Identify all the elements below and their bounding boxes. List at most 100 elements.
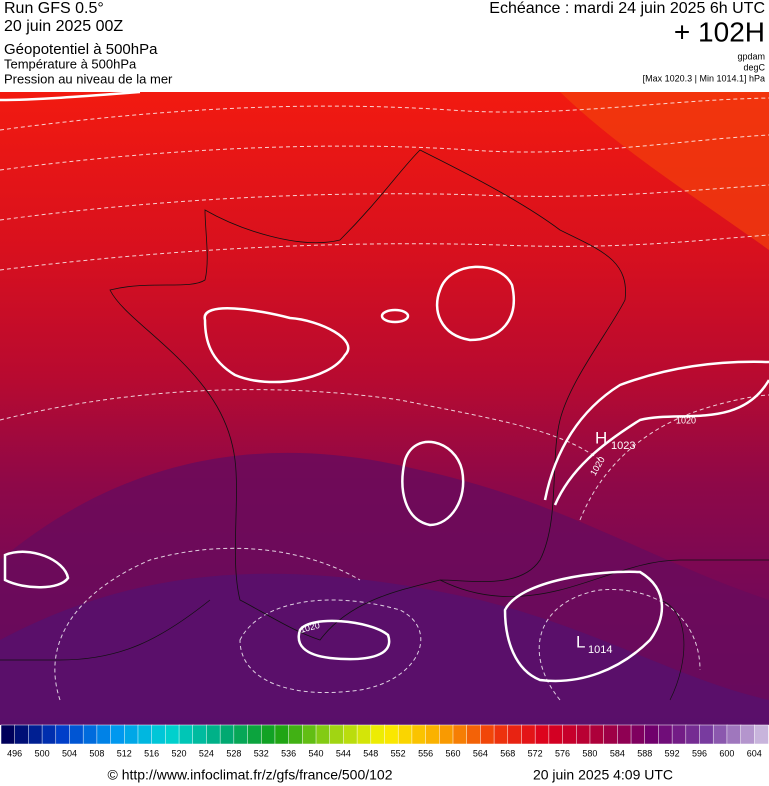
colorbar-label: 596 [692,748,707,758]
colorbar-swatch [151,724,167,745]
colorbar-label: 572 [528,748,543,758]
island-outline [659,599,685,701]
colorbar-swatch [754,724,769,745]
colorbar-swatch [260,724,276,745]
colorbar-swatch [685,724,701,745]
colorbar-swatch [712,724,728,745]
colorbar-swatch [356,724,372,745]
isobar-label: 1020 [676,415,696,425]
unit-label: degC [743,62,765,72]
colorbar-swatch [411,724,427,745]
colorbar-label: 600 [719,748,734,758]
colorbar-swatch [69,724,84,745]
colorbar-label: 532 [254,748,269,758]
colorbar-swatch [14,724,30,745]
colorbar-swatch [644,724,660,745]
field-label: Température à 500hPa [4,56,137,71]
colorbar-label: 576 [555,748,570,758]
colorbar-swatch [0,724,16,745]
colorbar-swatch [589,724,605,745]
colorbar-swatch [630,724,646,745]
coastline [0,599,211,661]
colorbar-swatch [466,724,482,745]
cold-core [0,573,769,725]
country-border [109,149,626,641]
unit-label: gpdam [737,51,765,61]
colorbar-swatch [534,724,550,745]
coastline [439,559,769,597]
colorbar-label: 592 [665,748,680,758]
colorbar-label: 508 [89,748,104,758]
colorbar-label: 540 [309,748,324,758]
colorbar-label: 512 [117,748,132,758]
high-letter: H [595,428,607,447]
colorbar-swatch [165,724,180,745]
colorbar-swatch [658,724,673,745]
colorbar-label: 496 [7,748,22,758]
colorbar-swatch [206,724,221,745]
colorbar-swatch [617,724,632,745]
colorbar-swatch [439,724,454,745]
colorbar-label: 564 [473,748,488,758]
colorbar-label: 580 [582,748,597,758]
run-title: Run GFS 0.5° [4,0,104,17]
colorbar-swatch [96,724,112,745]
colorbar-swatch [384,724,399,745]
colorbar-swatch [192,724,208,745]
colorbar-label: 552 [391,748,406,758]
colorbar-swatch [178,724,194,745]
colorbar-swatch [562,724,578,745]
colorbar-label: 588 [637,748,652,758]
colorbar-label: 524 [199,748,214,758]
colorbar-swatch [247,724,262,745]
colorbar-label: 516 [144,748,159,758]
colorbar-swatch [548,724,564,745]
colorbar-label: 536 [281,748,296,758]
source-link: © http://www.infoclimat.fr/z/gfs/france/… [108,767,393,783]
colorbar-swatch [726,724,742,745]
colorbar-label: 520 [172,748,187,758]
colorbar-swatch [315,724,331,745]
colorbar-label: 504 [62,748,77,758]
colorbar: 496 500 504 508 512 516 520 524 528 532 536 540 544 5… [0,724,769,758]
colorbar-swatch [233,724,249,745]
high-value: 1023 [611,440,635,452]
colorbar-swatch [110,724,126,745]
colorbar-swatch [82,724,98,745]
colorbar-swatch [302,724,317,745]
colorbar-swatch [137,724,153,745]
field-label: Pression au niveau de la mer [4,71,173,86]
low-letter: L [576,632,585,651]
colorbar-swatch [397,724,413,745]
low-value: 1014 [588,644,612,656]
colorbar-label: 528 [226,748,241,758]
colorbar-swatch [521,724,536,745]
colorbar-swatch [274,724,290,745]
colorbar-swatch [425,724,441,745]
warm-band [560,92,769,250]
pressure-range: [Max 1020.3 | Min 1014.1] hPa [643,73,765,83]
colorbar-swatch [452,724,468,745]
isobars [0,90,769,683]
generated-time: 20 juin 2025 4:09 UTC [533,767,673,783]
colorbar-swatch [219,724,235,745]
colorbar-label: 584 [610,748,625,758]
colorbar-label: 560 [445,748,460,758]
colorbar-swatch [288,724,304,745]
colorbar-swatch [699,724,714,745]
colorbar-swatch [370,724,386,745]
colorbar-swatch [124,724,139,745]
temperature-contours [0,97,769,701]
colorbar-swatch [603,724,619,745]
colorbar-swatch [576,724,591,745]
colorbar-label: 548 [363,748,378,758]
colorbar-label: 568 [500,748,515,758]
colorbar-swatch [493,724,509,745]
map: H 1023 L 1014 1020 1020 1020 [0,90,769,725]
colorbar-label: 500 [35,748,50,758]
colorbar-swatch [671,724,687,745]
colorbar-swatch [507,724,523,745]
colorbar-swatch [28,724,43,745]
colorbar-swatch [480,724,495,745]
